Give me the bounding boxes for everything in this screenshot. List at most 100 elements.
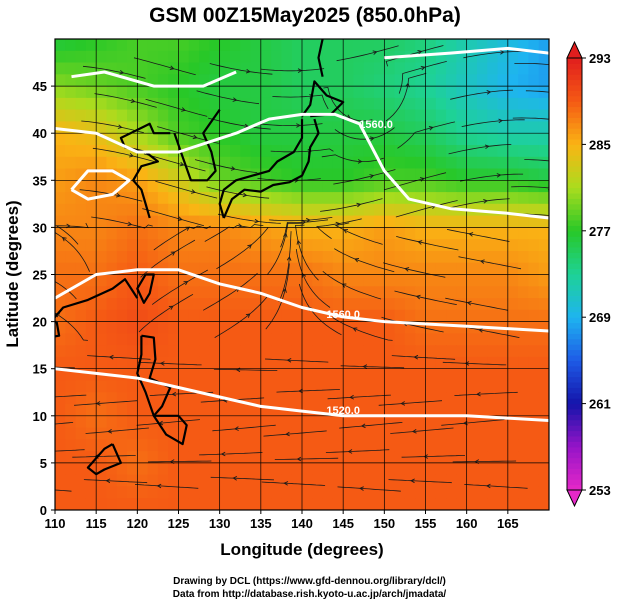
- heatmap-cell: [518, 97, 529, 111]
- streamline: [145, 98, 208, 117]
- heatmap-cell: [343, 345, 355, 358]
- colorbar-segment: [567, 203, 582, 210]
- heatmap-cell: [435, 286, 447, 299]
- heatmap-cell: [312, 415, 324, 429]
- heatmap-cell: [240, 39, 252, 52]
- heatmap-cell: [75, 321, 87, 334]
- colorbar-segment: [567, 85, 582, 91]
- streamline: [55, 232, 90, 272]
- heatmap-cell: [343, 309, 355, 323]
- heatmap-cell: [353, 439, 365, 452]
- heatmap-cell: [199, 215, 210, 228]
- heatmap-cell: [507, 50, 519, 64]
- heatmap-cell: [250, 180, 262, 193]
- colorbar-segment: [567, 328, 582, 334]
- streamline-arrowhead: [95, 401, 101, 406]
- heatmap-cell: [507, 439, 519, 452]
- heatmap-cell: [106, 286, 118, 299]
- heatmap-cell: [188, 462, 200, 476]
- heatmap-cell: [466, 192, 478, 205]
- streamline: [138, 361, 202, 366]
- heatmap-cell: [65, 251, 77, 264]
- heatmap-cell: [168, 133, 180, 146]
- heatmap-cell: [538, 333, 549, 346]
- heatmap-cell: [374, 462, 385, 476]
- heatmap-cell: [374, 451, 385, 464]
- heatmap-cell: [65, 498, 77, 510]
- heatmap-cell: [188, 180, 200, 193]
- heatmap-cell: [96, 203, 108, 217]
- heatmap-cell: [343, 180, 355, 193]
- heatmap-cell: [291, 168, 303, 181]
- heatmap-cell: [219, 368, 231, 382]
- heatmap-cell: [65, 415, 77, 429]
- heatmap-cell: [55, 39, 66, 52]
- colorbar-segment: [567, 198, 582, 205]
- coastline: [222, 118, 320, 219]
- heatmap-cell: [415, 392, 427, 405]
- heatmap-cell: [374, 203, 385, 217]
- heatmap-cell: [281, 439, 293, 452]
- heatmap-cell: [456, 392, 468, 405]
- heatmap-cell: [271, 392, 282, 405]
- heatmap-cell: [332, 50, 344, 64]
- heatmap-cell: [85, 274, 97, 287]
- heatmap-cell: [209, 404, 221, 417]
- heatmap-cell: [456, 133, 468, 146]
- heatmap-cell: [281, 251, 293, 264]
- heatmap-cell: [209, 262, 221, 276]
- heatmap-cell: [168, 392, 180, 405]
- heatmap-cell: [302, 486, 313, 499]
- heatmap-cell: [85, 62, 97, 75]
- heatmap-cell: [127, 309, 138, 323]
- heatmap-cell: [260, 109, 272, 122]
- heatmap-cell: [332, 192, 344, 205]
- heatmap-cell: [435, 309, 447, 323]
- heatmap-cell: [199, 309, 210, 323]
- heatmap-cell: [260, 333, 272, 346]
- heatmap-cell: [219, 227, 231, 240]
- heatmap-cell: [302, 427, 313, 440]
- heatmap-cell: [230, 345, 241, 358]
- heatmap-cell: [507, 451, 519, 464]
- heatmap-cell: [147, 309, 159, 323]
- heatmap-cell: [302, 404, 313, 417]
- heatmap-cell: [188, 50, 200, 64]
- heatmap-cell: [147, 239, 159, 252]
- heatmap-cell: [353, 486, 365, 499]
- streamline-arrowhead: [286, 357, 292, 363]
- heatmap-cell: [302, 380, 313, 393]
- heatmap-cell: [260, 251, 272, 264]
- heatmap-cell: [230, 97, 241, 111]
- colorbar-frame: [566, 57, 583, 491]
- heatmap-cell: [240, 74, 252, 87]
- heatmap-cell: [456, 274, 468, 287]
- heatmap-cell: [415, 333, 427, 346]
- heatmap-cell: [199, 168, 210, 181]
- heatmap-cell: [209, 309, 221, 323]
- heatmap-cell: [127, 251, 138, 264]
- heatmap-cell: [240, 321, 252, 334]
- heatmap-cell: [137, 251, 149, 264]
- heatmap-cell: [271, 309, 282, 323]
- heatmap-cell: [497, 498, 509, 510]
- heatmap-cell: [147, 368, 159, 382]
- heatmap-cell: [106, 180, 118, 193]
- heatmap-cell: [75, 462, 87, 476]
- heatmap-cell: [199, 392, 210, 405]
- streamline-arrowhead: [301, 273, 307, 278]
- heatmap-cell: [250, 251, 262, 264]
- heatmap-cell: [250, 50, 262, 64]
- heatmap-cell: [199, 345, 210, 358]
- heatmap-cell: [343, 439, 355, 452]
- heatmap-cell: [384, 451, 396, 464]
- heatmap-cell: [147, 74, 159, 87]
- heatmap-cell: [384, 427, 396, 440]
- heatmap-cell: [425, 203, 437, 217]
- heatmap-cell: [291, 309, 303, 323]
- heatmap-cell: [271, 251, 282, 264]
- heatmap-cell: [538, 133, 549, 146]
- heatmap-cell: [127, 404, 138, 417]
- heatmap-cell: [240, 192, 252, 205]
- colorbar-segment: [567, 306, 582, 313]
